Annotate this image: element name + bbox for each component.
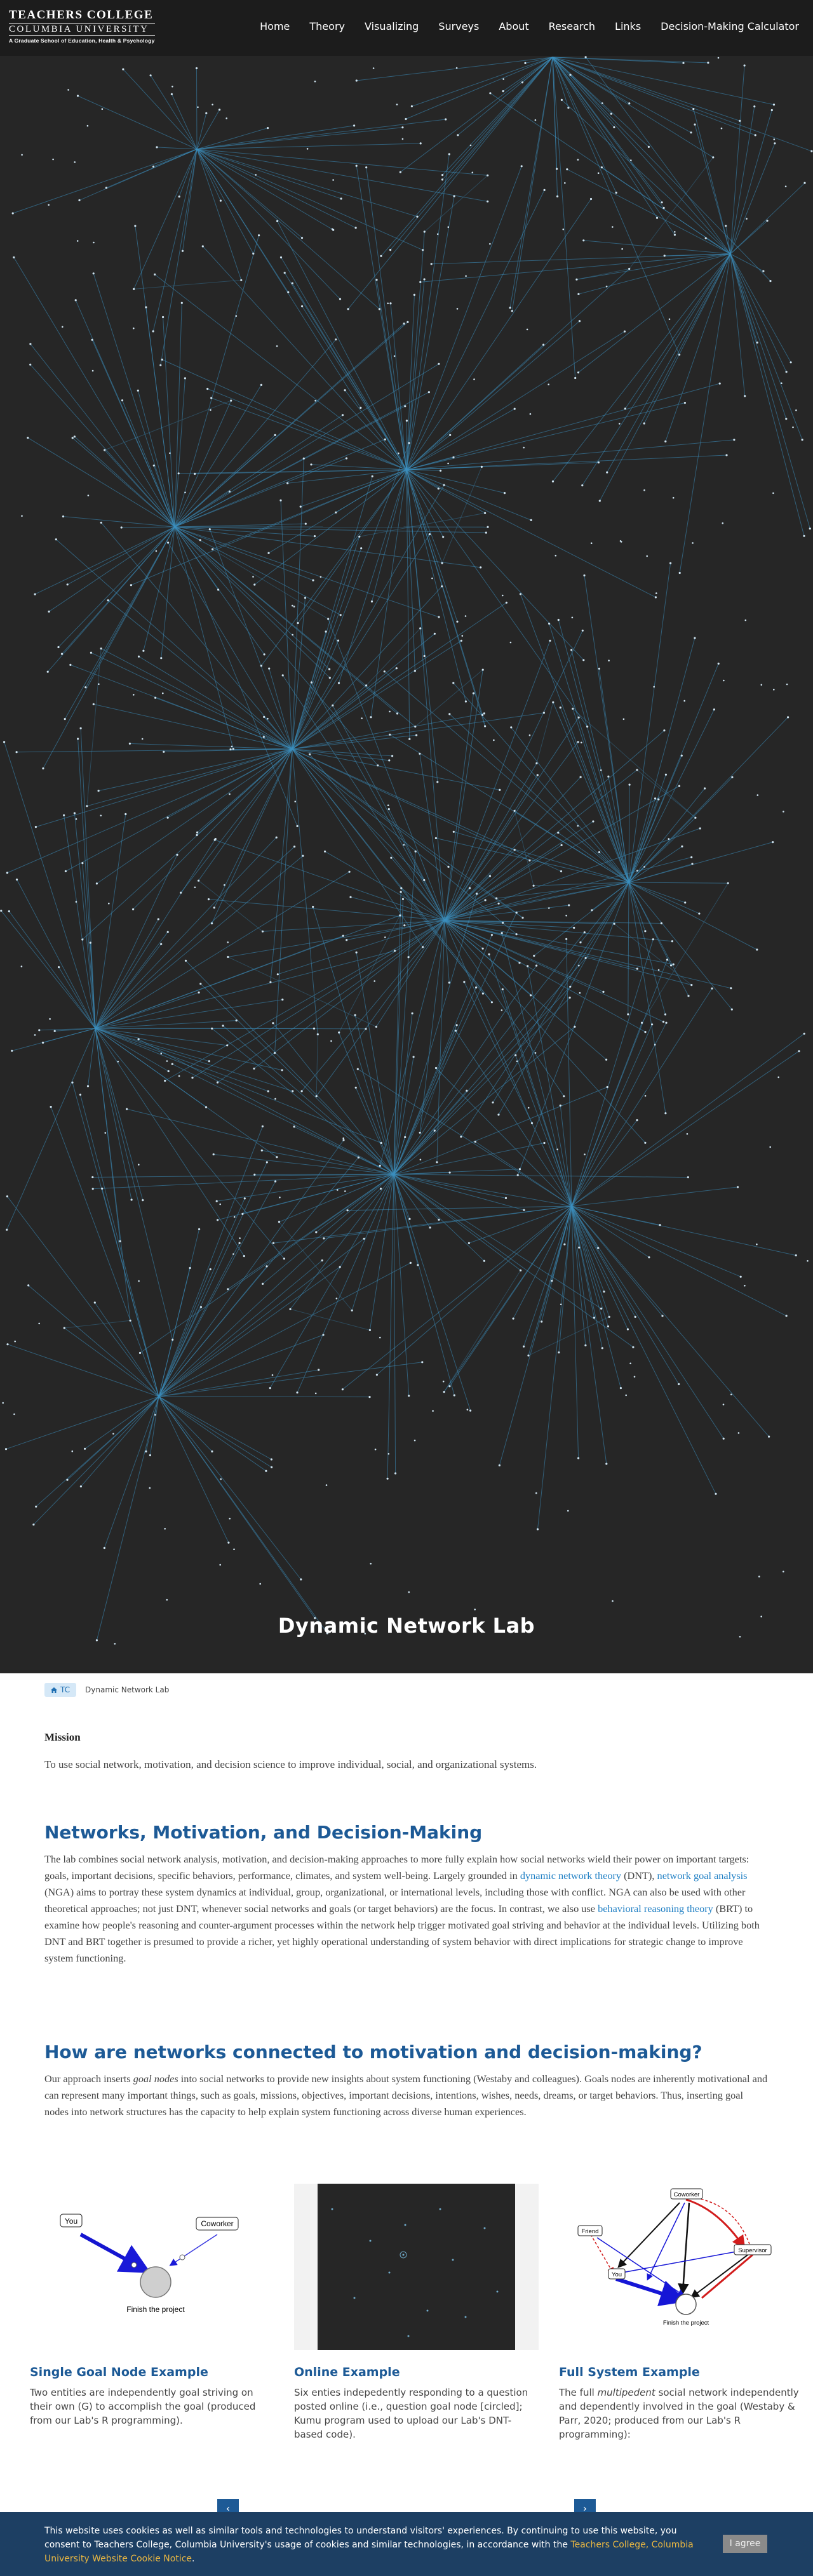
nav-research[interactable]: Research [548, 20, 596, 32]
emphasis-goal-nodes: goal nodes [133, 2073, 178, 2085]
logo-line-1: TEACHERS COLLEGE [9, 8, 154, 22]
node-friend-label: Friend [582, 2228, 599, 2235]
goal-label: Finish the project [663, 2320, 709, 2327]
node-coworker-label: Coworker [674, 2191, 700, 2198]
hero-title: Dynamic Network Lab [278, 1614, 535, 1638]
card-text: The full multipedent social network inde… [559, 2386, 803, 2441]
section-connection-heading: How are networks connected to motivation… [44, 2042, 702, 2062]
home-icon [51, 1687, 57, 1693]
network-visualization [0, 56, 813, 1645]
text-run: This website uses cookies as well as sim… [44, 2526, 677, 2550]
agree-button[interactable]: I agree [723, 2535, 767, 2553]
mission-text: To use social network, motivation, and d… [44, 1758, 537, 1770]
goal-label: Finish the project [126, 2305, 185, 2314]
text-run: social network independently and depende… [559, 2387, 799, 2440]
logo-line-3: A Graduate School of Education, Health &… [9, 37, 155, 44]
nav-home[interactable]: Home [260, 20, 290, 32]
breadcrumb-home-label: TC [60, 1685, 71, 1694]
nav-decision-calculator[interactable]: Decision-Making Calculator [661, 20, 799, 32]
text-run: into social networks to provide new insi… [44, 2073, 768, 2118]
text-run: (NGA) aims to portray these system dynam… [44, 1886, 746, 1915]
online-example-image[interactable] [294, 2184, 539, 2350]
chevron-right-icon: › [582, 2502, 588, 2514]
mission-heading: Mission [44, 1731, 81, 1743]
card-title[interactable]: Online Example [294, 2365, 400, 2379]
card-single-goal-node: You Coworker Finish the project Single G… [30, 2184, 274, 2427]
section-networks-text: The lab combines social network analysis… [44, 1851, 769, 1967]
single-goal-node-diagram[interactable]: You Coworker Finish the project [30, 2184, 274, 2350]
node-supervisor-label: Supervisor [738, 2247, 767, 2254]
card-title[interactable]: Full System Example [559, 2365, 700, 2379]
main-nav: Home Theory Visualizing Surveys About Re… [240, 20, 799, 32]
nav-visualizing[interactable]: Visualizing [364, 20, 419, 32]
link-behavioral-reasoning-theory[interactable]: behavioral reasoning theory [598, 1902, 713, 1915]
text-run: Our approach inserts [44, 2073, 133, 2085]
section-networks-heading: Networks, Motivation, and Decision-Makin… [44, 1822, 483, 1843]
card-title[interactable]: Single Goal Node Example [30, 2365, 208, 2379]
node-coworker-label: Coworker [201, 2219, 233, 2228]
breadcrumb-home[interactable]: TC [44, 1683, 77, 1697]
card-online-example: Online Example Six enties indepedently r… [294, 2184, 539, 2441]
nav-theory[interactable]: Theory [309, 20, 345, 32]
nav-surveys[interactable]: Surveys [438, 20, 480, 32]
nav-about[interactable]: About [499, 20, 529, 32]
cookie-notice-link[interactable]: Teachers College, Columbia University We… [44, 2540, 694, 2564]
breadcrumb: TC Dynamic Network Lab [44, 1683, 169, 1697]
text-run: (BRT) to examine how people's reasoning … [44, 1902, 760, 1964]
section-connection-text: Our approach inserts goal nodes into soc… [44, 2071, 769, 2120]
logo-line-2: COLUMBIA UNIVERSITY [9, 23, 155, 36]
site-header: TEACHERS COLLEGE COLUMBIA UNIVERSITY A G… [0, 0, 813, 56]
breadcrumb-current: Dynamic Network Lab [85, 1685, 170, 1694]
text-run: The full [559, 2387, 598, 2398]
node-you-label: You [65, 2217, 77, 2226]
card-text: Two entities are independently goal stri… [30, 2387, 256, 2426]
card-full-system: Coworker Friend Supervisor You Finish th… [559, 2184, 803, 2441]
cookie-banner: This website uses cookies as well as sim… [0, 2512, 813, 2576]
hero-banner: Dynamic Network Lab [0, 0, 813, 1673]
text-run: . [192, 2554, 195, 2564]
link-dynamic-network-theory[interactable]: dynamic network theory [520, 1869, 622, 1882]
emphasis-multipedent: multipedent [597, 2387, 655, 2398]
cookie-text: This website uses cookies as well as sim… [44, 2524, 711, 2566]
chevron-left-icon: ‹ [225, 2502, 231, 2514]
full-system-diagram[interactable]: Coworker Friend Supervisor You Finish th… [559, 2184, 803, 2350]
tc-logo[interactable]: TEACHERS COLLEGE COLUMBIA UNIVERSITY A G… [9, 9, 155, 44]
node-you-label: You [612, 2271, 622, 2278]
card-text: Six enties indepedently responding to a … [294, 2387, 528, 2440]
nav-links[interactable]: Links [615, 20, 642, 32]
text-run: The lab combines social network analysis… [44, 1853, 749, 1882]
link-network-goal-analysis[interactable]: network goal analysis [657, 1869, 748, 1882]
text-run: (DNT), [621, 1869, 657, 1882]
